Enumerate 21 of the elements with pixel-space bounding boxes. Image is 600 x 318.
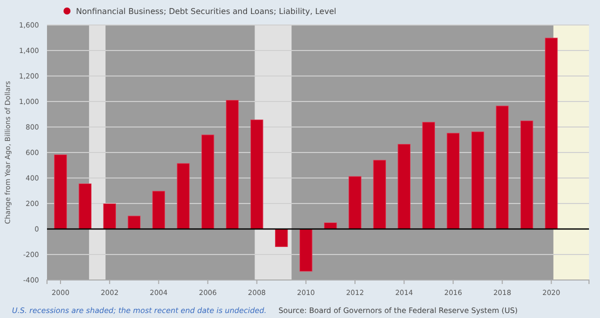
bar — [54, 154, 67, 230]
bar — [201, 134, 214, 230]
bar — [348, 176, 362, 230]
bar — [275, 228, 288, 247]
bar — [103, 204, 116, 230]
bar — [250, 120, 264, 230]
bar — [373, 160, 386, 230]
bar — [398, 144, 410, 230]
bar — [496, 106, 509, 230]
bar — [300, 228, 312, 272]
bar — [176, 163, 190, 230]
bar — [226, 100, 239, 230]
bar — [78, 183, 92, 230]
bar — [471, 132, 484, 230]
bar — [152, 190, 166, 230]
bar — [446, 132, 460, 230]
bar — [128, 216, 141, 230]
bar — [520, 120, 534, 230]
bar — [324, 222, 337, 230]
legend-label: Nonfinancial Business; Debt Securities and Loans; Liability, Level — [76, 7, 336, 16]
bar — [422, 122, 436, 230]
